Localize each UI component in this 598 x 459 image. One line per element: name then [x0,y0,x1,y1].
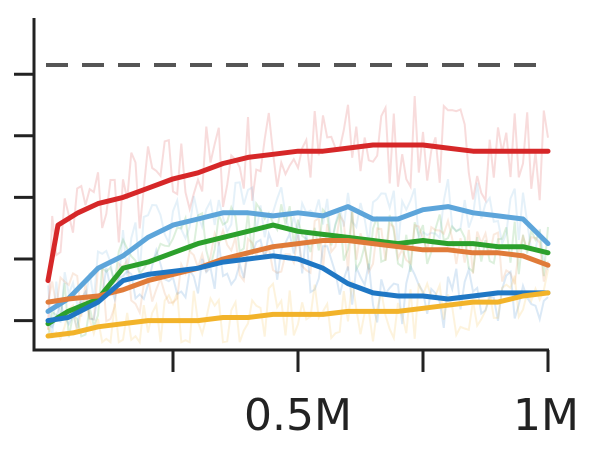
series-2-raw [47,200,549,338]
x-tick-label-3: 1M [513,390,579,441]
series-2-line [45,222,551,327]
x-tick-label-1: 0.5M [244,390,352,441]
noise-layer [47,96,549,345]
series-5-raw [47,269,549,345]
series-4-line [45,253,551,324]
series-5-line [45,290,551,339]
series-layer [45,142,551,339]
series-1-line [45,204,551,314]
series-0-raw [47,96,549,330]
series-3-line [45,238,551,305]
series-0-line [45,142,551,284]
series-3-raw [47,210,549,323]
axes: 0.5M 1M [14,18,579,441]
